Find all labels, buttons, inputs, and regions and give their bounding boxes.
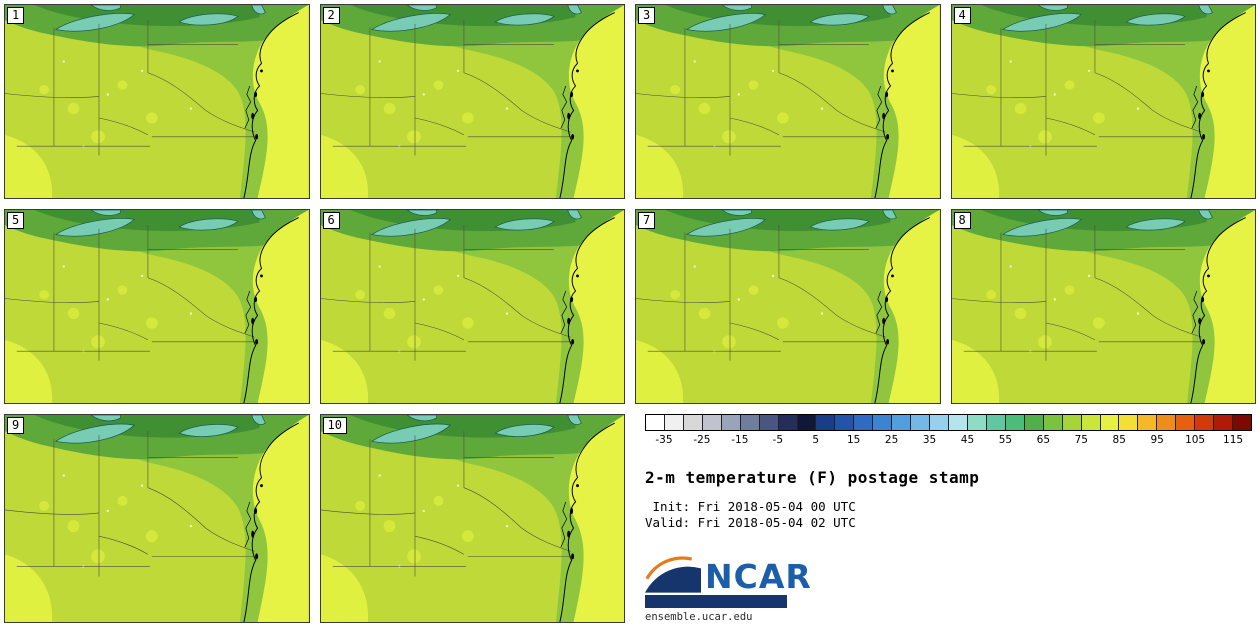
colorbar-tick-label: 75	[1074, 434, 1088, 446]
colorbar-tick-label: 35	[922, 434, 937, 446]
temperature-map	[636, 5, 940, 198]
member-number-label: 7	[638, 212, 656, 229]
member-number-label: 10	[322, 417, 347, 434]
member-number-label: 8	[953, 212, 971, 229]
member-panel-7: 7	[635, 209, 941, 404]
colorbar-segment	[702, 415, 722, 430]
colorbar-tick-label: 5	[812, 434, 820, 446]
colorbar-segment	[835, 415, 855, 430]
ncar-logo-text: NCAR	[705, 557, 812, 596]
colorbar-segment	[1138, 415, 1158, 430]
init-time: Init: Fri 2018-05-04 00 UTC	[645, 499, 856, 514]
colorbar-segment	[1157, 415, 1177, 430]
member-panel-1: 1	[4, 4, 310, 199]
colorbar-segment	[986, 415, 1006, 430]
temperature-map	[5, 210, 309, 403]
colorbar-segment	[1214, 415, 1234, 430]
colorbar-segment	[1195, 415, 1215, 430]
colorbar-segment	[1081, 415, 1101, 430]
member-number-label: 5	[7, 212, 25, 229]
colorbar-segment	[683, 415, 703, 430]
temperature-map	[5, 5, 309, 198]
colorbar-tick-label: 85	[1112, 434, 1126, 446]
colorbar-segment	[911, 415, 931, 430]
member-panel-9: 9	[4, 414, 310, 623]
colorbar-tick-label: -15	[731, 434, 749, 446]
colorbar-segment	[759, 415, 779, 430]
colorbar-segment	[1119, 415, 1139, 430]
colorbar-segment	[797, 415, 817, 430]
colorbar-segment	[892, 415, 912, 430]
plot-title: 2-m temperature (F) postage stamp	[645, 468, 980, 487]
colorbar-tick-label: -35	[655, 434, 673, 446]
member-number-label: 1	[7, 7, 25, 24]
legend-and-info-area: -35 -25 -15 -5 5 15 25 35 45 55 65 75 85 95 105 115 2-m…	[635, 414, 1256, 623]
colorbar-tick-label: 95	[1150, 434, 1164, 446]
member-panel-3: 3	[635, 4, 941, 199]
colorbar-tick-label: 115	[1223, 434, 1244, 446]
temperature-map	[951, 5, 1255, 198]
colorbar-segment	[1005, 415, 1025, 430]
colorbar-tick-label: 45	[960, 434, 975, 446]
member-number-label: 2	[322, 7, 340, 24]
colorbar-segment	[646, 415, 665, 430]
colorbar-segment	[778, 415, 798, 430]
colorbar-segment	[873, 415, 893, 430]
valid-time: Valid: Fri 2018-05-04 02 UTC	[645, 515, 856, 530]
colorbar-segment	[721, 415, 741, 430]
colorbar-segment	[1100, 415, 1120, 430]
colorbar-tick-label: 65	[1036, 434, 1051, 446]
colorbar-tick-label: 105	[1185, 434, 1206, 446]
temperature-map	[320, 210, 624, 403]
colorbar-tick-label: 25	[884, 434, 899, 446]
colorbar-tick-label: -5	[772, 434, 784, 446]
colorbar-segment	[967, 415, 987, 430]
colorbar-ticks: -35 -25 -15 -5 5 15 25 35 45 55 65 75 85 95 105 115	[645, 434, 1252, 448]
colorbar-segment	[664, 415, 684, 430]
member-panel-5: 5	[4, 209, 310, 404]
temperature-map	[320, 415, 624, 622]
member-panel-6: 6	[319, 209, 625, 404]
member-panel-8: 8	[950, 209, 1256, 404]
colorbar-segment	[1024, 415, 1044, 430]
colorbar-segment	[854, 415, 874, 430]
ncar-logo: NCAR	[645, 553, 1252, 593]
colorbar-tick-label: 15	[846, 434, 861, 446]
colorbar-strip	[645, 414, 1252, 431]
colorbar-tick-label: -25	[693, 434, 711, 446]
colorbar-tick-label: 55	[998, 434, 1013, 446]
site-url: ensemble.ucar.edu	[645, 611, 753, 623]
temperature-map	[320, 5, 624, 198]
member-number-label: 4	[953, 7, 971, 24]
member-number-label: 6	[322, 212, 340, 229]
member-number-label: 3	[638, 7, 656, 24]
colorbar-segment	[949, 415, 968, 430]
colorbar-segment	[1176, 415, 1196, 430]
member-number-label: 9	[7, 417, 25, 434]
member-panel-4: 4	[950, 4, 1256, 199]
colorbar-segment	[930, 415, 949, 430]
colorbar-segment	[740, 415, 760, 430]
colorbar-segment	[1062, 415, 1082, 430]
temperature-map	[636, 210, 940, 403]
member-panel-10: 10	[319, 414, 625, 623]
colorbar-segment	[1043, 415, 1063, 430]
temperature-map	[5, 415, 309, 622]
colorbar-segment	[816, 415, 836, 430]
colorbar-segment	[1233, 415, 1251, 430]
member-panel-2: 2	[319, 4, 625, 199]
ncar-logo-bar	[645, 595, 787, 608]
ncar-swoosh-icon	[645, 556, 701, 593]
temperature-map	[951, 210, 1255, 403]
